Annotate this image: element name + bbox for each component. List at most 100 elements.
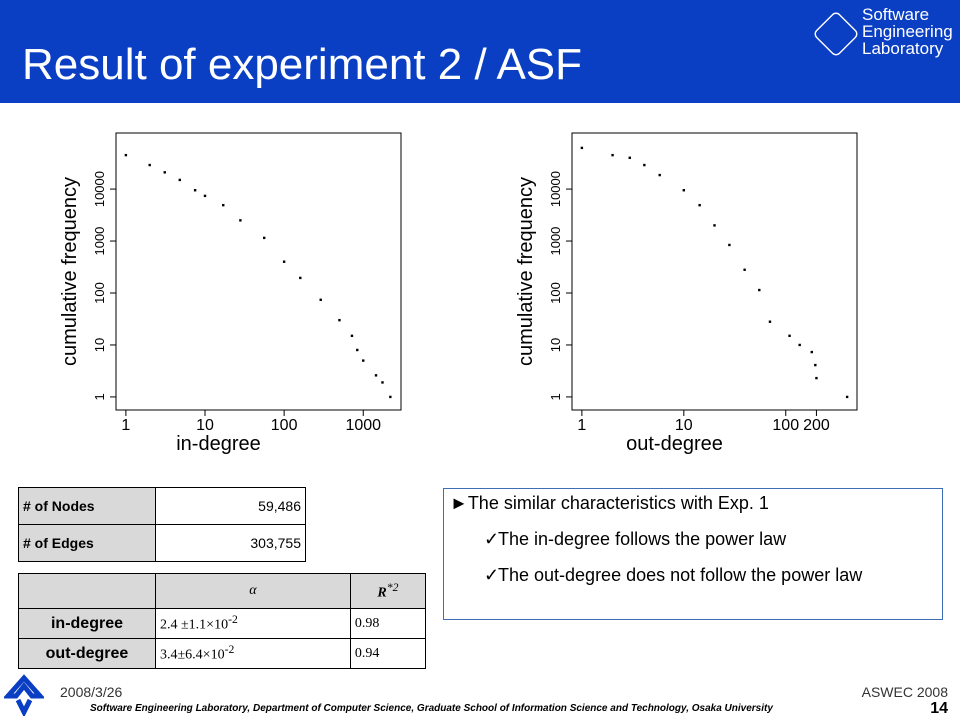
point — [374, 374, 378, 377]
y-tick-label: 1000 — [92, 227, 107, 256]
x-tick-label: 1 — [577, 417, 586, 434]
y-tick-label: 1 — [92, 393, 107, 400]
point — [628, 156, 631, 159]
y-axis-label: cumulative frequency — [515, 177, 537, 366]
point — [239, 219, 242, 222]
bullet-box: ►The similar characteristics with Exp. 1… — [443, 488, 943, 620]
plot-frame — [571, 132, 858, 411]
x-tick-label: 100 — [772, 417, 799, 434]
bullet: ►The similar characteristics with Exp. 1 — [450, 493, 769, 513]
text: 3.4±6.4×10 — [160, 647, 225, 663]
y-tick-label: 10000 — [92, 171, 107, 207]
point — [580, 146, 584, 150]
logo-line: Software — [862, 5, 930, 24]
sup: -2 — [224, 643, 235, 657]
x-tick-label: 200 — [803, 417, 830, 434]
point — [698, 203, 701, 207]
cell: 59,486 — [155, 487, 306, 525]
plot-frame — [115, 132, 402, 411]
header-text: R — [377, 585, 387, 601]
sup: *2 — [386, 580, 399, 594]
cell: α — [155, 573, 351, 609]
point — [728, 243, 731, 247]
cell — [18, 573, 156, 609]
point — [810, 350, 813, 354]
point — [381, 381, 384, 384]
y-tick-label: 10000 — [548, 171, 563, 207]
cell: 2.4 ±1.1×10-2 — [155, 608, 351, 639]
point — [713, 224, 716, 227]
credit: Software Engineering Laboratory, Departm… — [90, 703, 773, 714]
point — [193, 189, 197, 192]
point — [788, 334, 791, 338]
fit-table: α R*2 in-degree 2.4 ±1.1×10-2 0.98 out-degr… — [18, 573, 427, 669]
point — [682, 189, 686, 192]
point — [356, 348, 359, 352]
summary-table: # of Nodes 59,486 # of Edges 303,755 — [18, 487, 306, 562]
point — [299, 276, 302, 280]
sup: -2 — [228, 613, 238, 627]
point — [203, 194, 207, 198]
date: 2008/3/26 — [60, 684, 123, 700]
charts: 1 10 100 1000 1 10 100 1000 10000 in-degree cumula… — [59, 132, 858, 455]
sub-bullet: The out-degree does not follow the power… — [484, 565, 898, 585]
cell: 0.94 — [349, 638, 427, 669]
x-tick-label: 100 — [271, 417, 298, 434]
point — [338, 318, 341, 322]
sub-bullet: The in-degree follows the power law — [484, 529, 898, 550]
cell: # of Nodes — [18, 487, 156, 525]
slide-title: Result of experiment 2 / ASF — [22, 40, 583, 89]
point — [658, 173, 661, 177]
y-tick-label: 100 — [92, 282, 107, 304]
x-tick-label: 1000 — [345, 417, 381, 434]
x-tick-label: 1 — [121, 417, 130, 434]
x-tick-label: 10 — [196, 417, 214, 434]
header-text: α — [249, 583, 257, 598]
conference: ASWEC 2008 — [861, 684, 948, 700]
point — [148, 163, 151, 167]
point — [611, 153, 614, 157]
footer-logo — [4, 674, 44, 716]
cell: in-degree — [18, 608, 156, 639]
y-axis-label: cumulative frequency — [59, 177, 81, 366]
point — [124, 153, 128, 157]
logo: Software Engineering Laboratory — [862, 6, 953, 57]
point — [163, 171, 166, 174]
y-tick-label: 1000 — [548, 227, 563, 256]
point — [798, 343, 801, 347]
cell: 303,755 — [155, 524, 306, 562]
point — [319, 298, 322, 301]
cell: 0.98 — [349, 608, 427, 639]
cell: R*2 — [349, 573, 427, 609]
y-tick-label: 10 — [548, 338, 563, 352]
page-number: 14 — [930, 700, 948, 717]
point — [362, 359, 365, 362]
point — [845, 395, 849, 399]
logo-line: Laboratory — [862, 39, 944, 58]
point — [263, 236, 266, 240]
point — [758, 288, 761, 292]
point — [389, 395, 392, 399]
x-tick-label: 10 — [675, 417, 693, 434]
point — [743, 268, 746, 271]
cell: 3.4±6.4×10-2 — [155, 638, 351, 669]
point — [643, 163, 646, 167]
point — [768, 320, 772, 323]
point — [814, 363, 817, 367]
point — [178, 178, 181, 182]
point — [282, 260, 286, 263]
header: Result of experiment 2 / ASF Software Eng… — [0, 0, 960, 103]
point — [350, 334, 354, 338]
cell: # of Edges — [18, 524, 156, 562]
logo-line: Engineering — [862, 22, 953, 41]
y-tick-label: 10 — [92, 338, 107, 352]
text: 2.4 ±1.1×10 — [160, 617, 229, 633]
x-axis-label: in-degree — [176, 433, 261, 455]
point — [815, 376, 818, 380]
y-tick-label: 100 — [548, 282, 563, 304]
point — [222, 203, 225, 207]
cell: out-degree — [18, 638, 156, 669]
y-tick-label: 1 — [548, 393, 563, 400]
x-axis-label: out-degree — [626, 433, 723, 455]
